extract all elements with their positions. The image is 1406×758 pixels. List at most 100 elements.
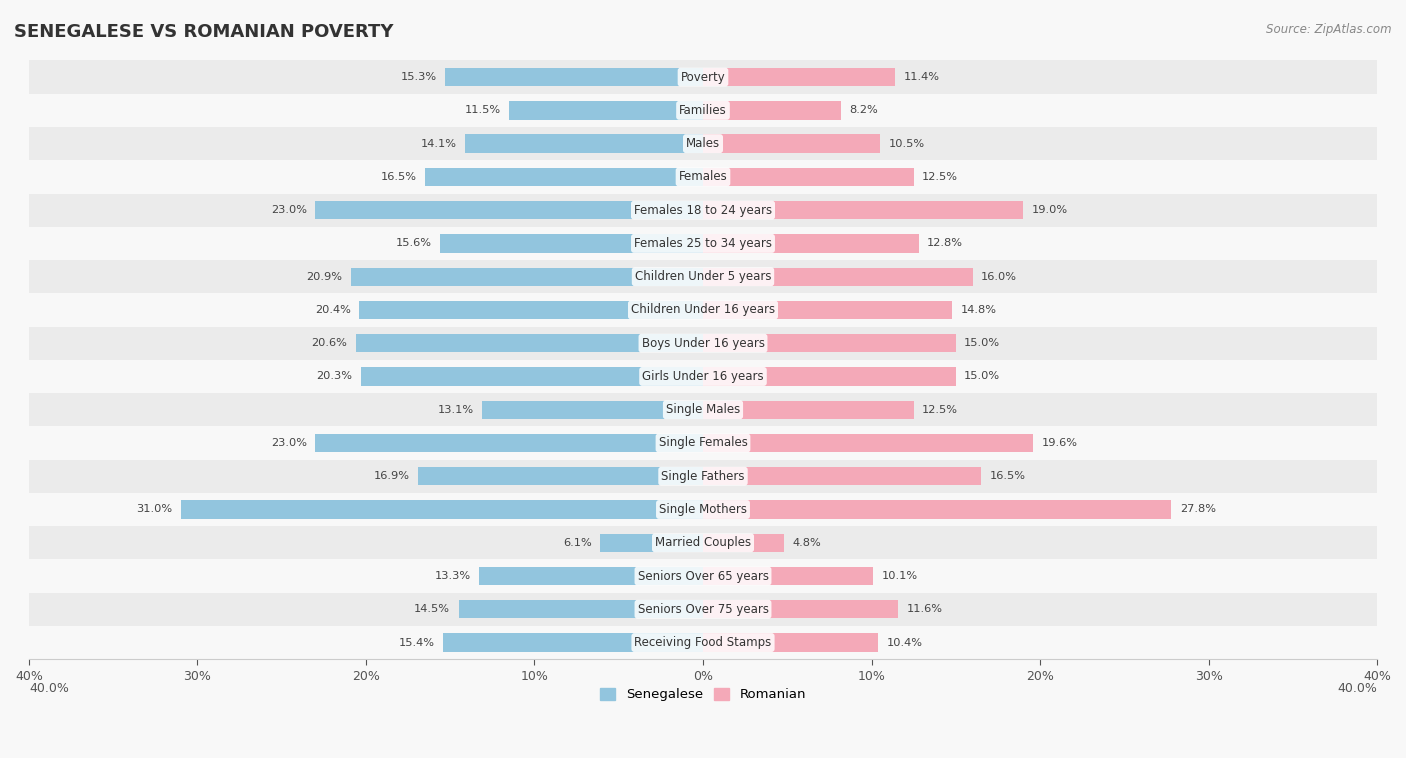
Text: 14.8%: 14.8% [960,305,997,315]
Text: Single Mothers: Single Mothers [659,503,747,516]
Text: SENEGALESE VS ROMANIAN POVERTY: SENEGALESE VS ROMANIAN POVERTY [14,23,394,41]
Bar [446,68,703,86]
Bar [361,368,703,386]
Text: 16.5%: 16.5% [381,172,416,182]
Text: 20.3%: 20.3% [316,371,353,381]
Text: 16.9%: 16.9% [374,471,409,481]
Text: 11.6%: 11.6% [907,604,943,614]
Bar [482,400,703,419]
Text: Boys Under 16 years: Boys Under 16 years [641,337,765,349]
Bar [30,393,1376,426]
Text: Single Females: Single Females [658,437,748,449]
Text: Source: ZipAtlas.com: Source: ZipAtlas.com [1267,23,1392,36]
Bar [703,168,914,186]
Bar [30,160,1376,193]
Text: Girls Under 16 years: Girls Under 16 years [643,370,763,383]
Text: Seniors Over 75 years: Seniors Over 75 years [637,603,769,615]
Bar [440,234,703,252]
Text: 12.5%: 12.5% [922,405,957,415]
Text: 10.4%: 10.4% [887,637,922,647]
Text: Single Males: Single Males [666,403,740,416]
Bar [30,193,1376,227]
Bar [30,493,1376,526]
Bar [600,534,703,552]
Bar [30,293,1376,327]
Bar [703,400,914,419]
Bar [703,102,841,120]
Bar [30,260,1376,293]
Bar [30,227,1376,260]
Text: Single Fathers: Single Fathers [661,470,745,483]
Text: Children Under 5 years: Children Under 5 years [634,270,772,283]
Text: Receiving Food Stamps: Receiving Food Stamps [634,636,772,649]
Bar [352,268,703,286]
Text: Females 25 to 34 years: Females 25 to 34 years [634,237,772,250]
Bar [703,268,973,286]
Text: 13.1%: 13.1% [437,405,474,415]
Text: Females 18 to 24 years: Females 18 to 24 years [634,204,772,217]
Text: 31.0%: 31.0% [136,505,172,515]
Bar [418,467,703,485]
Text: 15.6%: 15.6% [395,239,432,249]
Bar [703,634,879,652]
Text: 14.1%: 14.1% [420,139,457,149]
Bar [30,61,1376,94]
Bar [30,593,1376,626]
Text: Families: Families [679,104,727,117]
Text: 40.0%: 40.0% [1337,682,1376,695]
Text: 15.0%: 15.0% [965,371,1000,381]
Bar [30,127,1376,160]
Text: 20.4%: 20.4% [315,305,352,315]
Text: 19.0%: 19.0% [1032,205,1067,215]
Text: 10.5%: 10.5% [889,139,925,149]
Bar [180,500,703,518]
Bar [30,526,1376,559]
Bar [703,134,880,153]
Text: 11.5%: 11.5% [464,105,501,115]
Bar [30,559,1376,593]
Text: 4.8%: 4.8% [793,537,821,548]
Bar [458,600,703,619]
Text: 11.4%: 11.4% [904,72,939,82]
Bar [703,567,873,585]
Bar [30,360,1376,393]
Text: 15.4%: 15.4% [399,637,434,647]
Text: 8.2%: 8.2% [849,105,879,115]
Bar [30,94,1376,127]
Text: 12.5%: 12.5% [922,172,957,182]
Text: Seniors Over 65 years: Seniors Over 65 years [637,569,769,582]
Bar [30,426,1376,459]
Text: 23.0%: 23.0% [271,205,307,215]
Text: 14.5%: 14.5% [415,604,450,614]
Text: 13.3%: 13.3% [434,571,471,581]
Text: 40.0%: 40.0% [30,682,69,695]
Bar [703,368,956,386]
Bar [30,626,1376,659]
Bar [465,134,703,153]
Text: 19.6%: 19.6% [1042,438,1078,448]
Text: 6.1%: 6.1% [562,537,592,548]
Text: 23.0%: 23.0% [271,438,307,448]
Bar [479,567,703,585]
Bar [703,234,918,252]
Bar [703,467,981,485]
Bar [30,327,1376,360]
Bar [703,434,1033,452]
Text: Males: Males [686,137,720,150]
Bar [703,201,1024,219]
Bar [703,500,1171,518]
Bar [443,634,703,652]
Bar [703,534,785,552]
Text: 20.6%: 20.6% [312,338,347,348]
Bar [703,600,898,619]
Bar [315,434,703,452]
Bar [703,301,952,319]
Text: 12.8%: 12.8% [927,239,963,249]
Legend: Senegalese, Romanian: Senegalese, Romanian [595,682,811,706]
Text: 15.0%: 15.0% [965,338,1000,348]
Bar [30,459,1376,493]
Text: 20.9%: 20.9% [307,271,343,282]
Text: Poverty: Poverty [681,70,725,83]
Bar [703,334,956,352]
Bar [315,201,703,219]
